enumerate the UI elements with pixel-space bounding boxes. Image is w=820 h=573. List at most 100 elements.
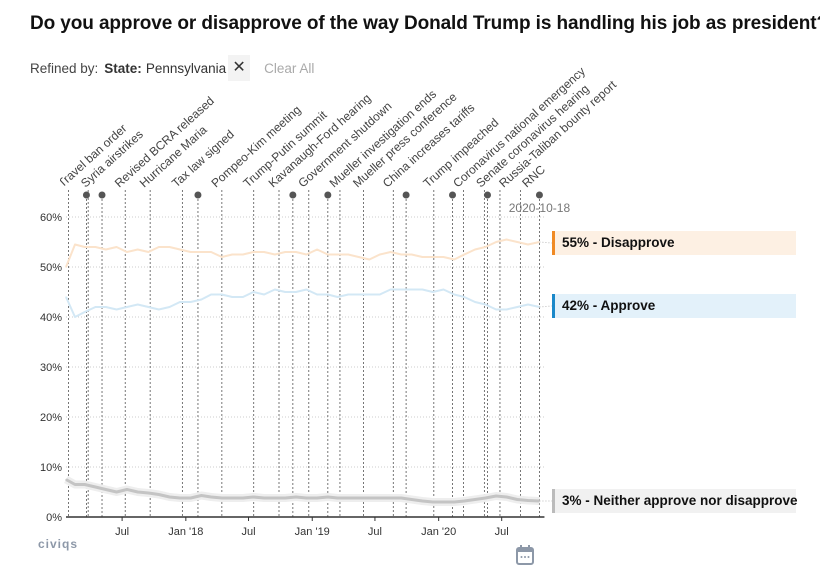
data-point — [305, 288, 307, 291]
event-dot — [194, 191, 202, 199]
x-tick-label: Jul — [115, 526, 129, 538]
y-tick-label: 0% — [46, 512, 62, 524]
data-point — [336, 497, 339, 499]
data-point — [484, 303, 487, 306]
disapprove-line — [65, 238, 540, 268]
data-point — [74, 483, 76, 486]
data-point — [495, 241, 497, 243]
data-point — [305, 497, 307, 499]
disapprove-color-bar — [552, 231, 555, 255]
data-point — [442, 256, 445, 258]
neither-end-label-text: 3% - Neither approve nor disapprove — [562, 493, 798, 508]
data-point — [284, 251, 286, 253]
event-dot — [535, 191, 543, 199]
data-point — [284, 291, 286, 293]
data-point — [105, 306, 107, 308]
data-point — [505, 238, 508, 241]
data-point — [252, 251, 254, 253]
filter-value: Pennsylvania — [145, 60, 227, 76]
data-point — [263, 293, 265, 296]
data-point — [463, 296, 465, 298]
data-point — [379, 253, 381, 256]
data-point — [379, 293, 381, 296]
data-point — [126, 251, 128, 253]
clear-all-button[interactable]: Clear All — [264, 60, 315, 76]
data-point — [168, 306, 171, 308]
data-point — [327, 253, 329, 256]
event-dot — [289, 191, 297, 199]
data-point — [126, 306, 128, 308]
data-point — [336, 253, 339, 256]
disapprove-end-label: 55% - Disapprove — [552, 231, 796, 255]
y-tick-label: 60% — [40, 212, 62, 224]
data-point — [463, 253, 465, 256]
x-tick-label: Jan '20 — [421, 526, 456, 538]
data-point — [200, 298, 203, 301]
data-point — [411, 288, 413, 291]
data-point — [94, 486, 97, 488]
data-point — [65, 296, 67, 298]
data-point — [252, 496, 254, 498]
data-point — [221, 256, 223, 258]
neither-color-bar — [552, 489, 555, 513]
page-title: Do you approve or disapprove of the way … — [30, 13, 820, 34]
data-point — [84, 311, 86, 313]
y-tick-label: 50% — [40, 262, 62, 274]
data-point — [442, 288, 445, 291]
data-point — [210, 293, 212, 296]
data-point — [115, 491, 118, 493]
data-point — [421, 500, 423, 502]
event-dot — [324, 191, 332, 199]
data-point — [115, 246, 118, 248]
data-point — [147, 251, 150, 253]
data-point — [358, 256, 360, 258]
data-point — [105, 248, 107, 251]
data-point — [231, 253, 233, 256]
data-point — [421, 256, 423, 258]
data-point — [516, 498, 518, 501]
x-tick-label: Jul — [241, 526, 255, 538]
approve-color-bar — [552, 294, 555, 318]
remove-filter-close-icon[interactable]: ✕ — [228, 55, 251, 81]
data-point — [336, 296, 339, 298]
data-point — [231, 296, 233, 298]
data-point — [389, 288, 392, 291]
y-tick-label: 20% — [40, 412, 62, 424]
data-point — [242, 253, 244, 256]
data-point — [158, 308, 160, 311]
data-point — [463, 500, 465, 502]
data-point — [411, 253, 413, 256]
axes: 0% 10% 20% 30% 40% 50% 60% Jul Jan '18 Jul Jan '19… — [40, 201, 570, 538]
data-point — [453, 501, 455, 503]
refine-bar: Refined by: State: Pennsylvania ✕ Clear … — [30, 55, 314, 81]
data-point — [65, 266, 67, 268]
data-point — [190, 251, 192, 253]
data-point — [400, 253, 402, 256]
data-point — [242, 497, 244, 499]
data-point — [368, 293, 370, 296]
y-tick-label: 30% — [40, 362, 62, 374]
data-point — [179, 301, 181, 303]
data-point — [147, 492, 150, 494]
data-point — [147, 306, 150, 308]
approve-end-label-text: 42% - Approve — [562, 298, 656, 313]
neither-end-label: 3% - Neither approve nor disapprove — [552, 489, 798, 513]
x-tick-label: Jan '19 — [295, 526, 330, 538]
event-dot — [483, 191, 491, 199]
approve-end-label: 42% - Approve — [552, 294, 796, 318]
data-point — [115, 308, 118, 311]
data-point — [442, 501, 445, 503]
approve-line — [65, 288, 540, 318]
y-tick-label: 10% — [40, 462, 62, 474]
calendar-icon[interactable] — [516, 545, 534, 565]
event-dot — [98, 191, 106, 199]
data-point — [158, 493, 160, 496]
data-point — [505, 308, 508, 311]
data-point — [484, 497, 487, 499]
data-point — [474, 498, 476, 501]
data-point — [274, 253, 276, 256]
data-point — [263, 497, 265, 499]
data-point — [137, 303, 139, 306]
data-point — [400, 497, 402, 499]
